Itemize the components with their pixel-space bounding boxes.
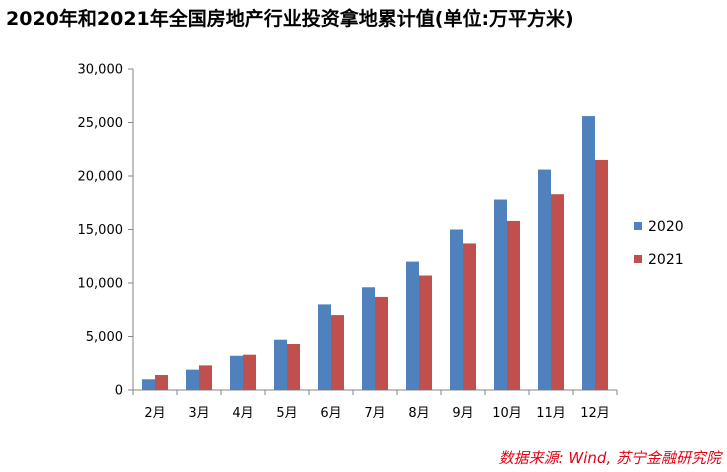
legend-label-2021: 2021 [648, 252, 684, 268]
x-tick-label: 11月 [536, 406, 566, 421]
x-tick-label: 12月 [580, 406, 610, 421]
bar-2020-8月 [406, 261, 419, 390]
y-tick-label: 30,000 [78, 63, 124, 78]
bar-2020-10月 [494, 199, 507, 390]
bar-2020-6月 [318, 304, 331, 390]
bar-2021-12月 [595, 159, 608, 390]
bar-2021-4月 [243, 354, 256, 390]
bar-2020-3月 [186, 369, 199, 390]
y-tick-label: 5,000 [86, 330, 123, 345]
x-tick-label: 8月 [408, 406, 429, 421]
legend: 2020 2021 [634, 219, 684, 268]
legend-swatch-2021 [634, 255, 642, 263]
y-tick-label: 20,000 [78, 170, 124, 185]
bar-2020-4月 [230, 355, 243, 390]
chart-title: 2020年和2021年全国房地产行业投资拿地累计值(单位:万平方米) [6, 8, 574, 30]
bar-2020-5月 [274, 339, 287, 390]
x-tick-label: 5月 [276, 406, 297, 421]
bar-2021-6月 [331, 315, 344, 390]
x-tick-label: 2月 [144, 406, 165, 421]
y-tick-label: 10,000 [78, 277, 124, 292]
x-tick-label: 3月 [188, 406, 209, 421]
bar-2021-8月 [419, 275, 432, 390]
x-tick-label: 7月 [364, 406, 385, 421]
bar-2020-2月 [142, 379, 155, 390]
y-axis: 0 5,000 10,000 15,000 20,000 25,000 30,000 [78, 63, 134, 399]
bar-2020-11月 [538, 169, 551, 390]
bar-2021-9月 [463, 243, 476, 390]
x-axis: 2月 3月 4月 5月 6月 7月 8月 9月 10月 11月 12月 [132, 389, 618, 421]
bar-2021-11月 [551, 194, 564, 390]
bar-2020-9月 [450, 229, 463, 390]
bar-2021-7月 [375, 296, 388, 390]
x-tick-label: 4月 [232, 406, 253, 421]
y-tick-label: 0 [115, 384, 123, 399]
bar-2021-5月 [287, 343, 300, 390]
bar-2021-3月 [199, 365, 212, 390]
bars [142, 116, 608, 390]
y-tick-label: 15,000 [78, 223, 124, 238]
source-note: 数据来源: Wind, 苏宁金融研究院 [498, 449, 721, 467]
bar-2021-2月 [155, 375, 168, 390]
bar-2020-7月 [362, 287, 375, 390]
x-tick-label: 6月 [320, 406, 341, 421]
y-tick-label: 25,000 [78, 116, 124, 131]
legend-swatch-2020 [634, 222, 642, 230]
legend-label-2020: 2020 [648, 219, 684, 235]
x-tick-label: 10月 [492, 406, 522, 421]
bar-2021-10月 [507, 220, 520, 390]
x-tick-label: 9月 [452, 406, 473, 421]
bar-2020-12月 [582, 116, 595, 390]
